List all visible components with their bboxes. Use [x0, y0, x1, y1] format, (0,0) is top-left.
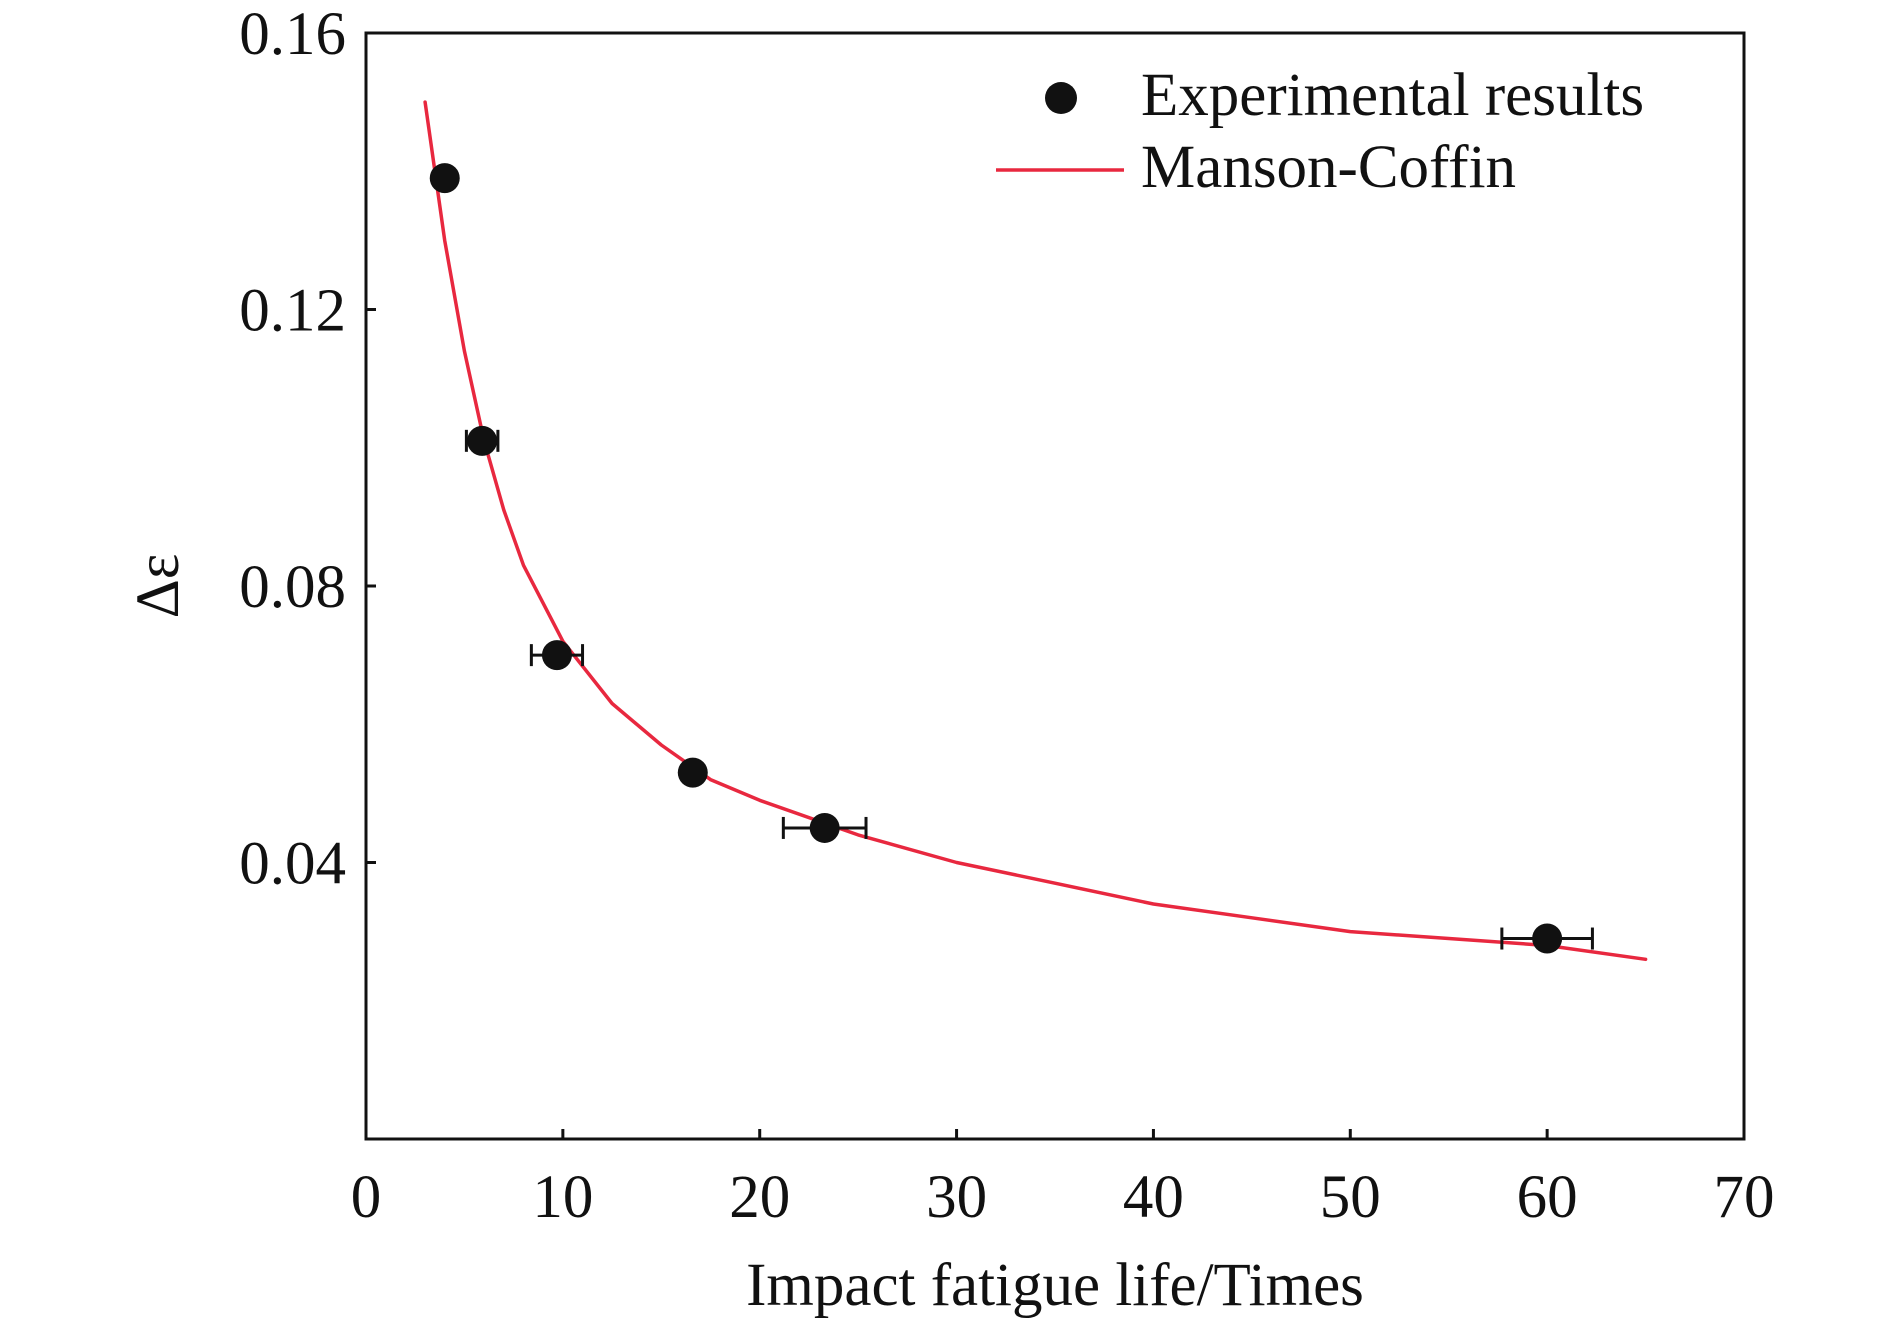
data-point	[467, 425, 498, 456]
y-axis-ticks: 0.04 0.08 0.12 0.16	[239, 1, 376, 898]
data-point	[1532, 923, 1563, 954]
x-tick-label: 60	[1517, 1164, 1578, 1231]
x-tick-label: 50	[1320, 1164, 1381, 1231]
legend-label-experimental: Experimental results	[1141, 62, 1644, 129]
y-tick-label: 0.16	[239, 1, 346, 68]
x-tick-label: 20	[729, 1164, 790, 1231]
x-tick-label: 30	[926, 1164, 987, 1231]
x-axis-ticks: 0 10 20 30 40 50 60 70	[351, 1129, 1775, 1231]
y-tick-label: 0.04	[239, 831, 346, 898]
manson-coffin-curve	[423, 100, 1648, 962]
x-tick-label: 10	[532, 1164, 593, 1231]
y-tick-label: 0.12	[239, 278, 346, 345]
y-tick-label: 0.08	[239, 554, 346, 621]
legend-marker-experimental	[1045, 82, 1077, 114]
plot-frame	[364, 31, 1746, 1141]
manson-coffin-curve-layer	[423, 100, 1648, 962]
data-point	[429, 163, 460, 194]
x-axis-label: Impact fatigue life/Times	[746, 1252, 1364, 1318]
x-tick-label: 40	[1123, 1164, 1184, 1231]
data-point	[541, 640, 572, 671]
x-tick-label: 0	[351, 1164, 382, 1231]
experimental-points-layer	[429, 163, 1594, 954]
data-point	[809, 812, 840, 843]
legend-label-manson-coffin: Manson-Coffin	[1141, 134, 1516, 201]
data-point	[677, 757, 708, 788]
y-axis-label: Δε	[125, 554, 192, 619]
x-tick-label: 70	[1714, 1164, 1775, 1231]
